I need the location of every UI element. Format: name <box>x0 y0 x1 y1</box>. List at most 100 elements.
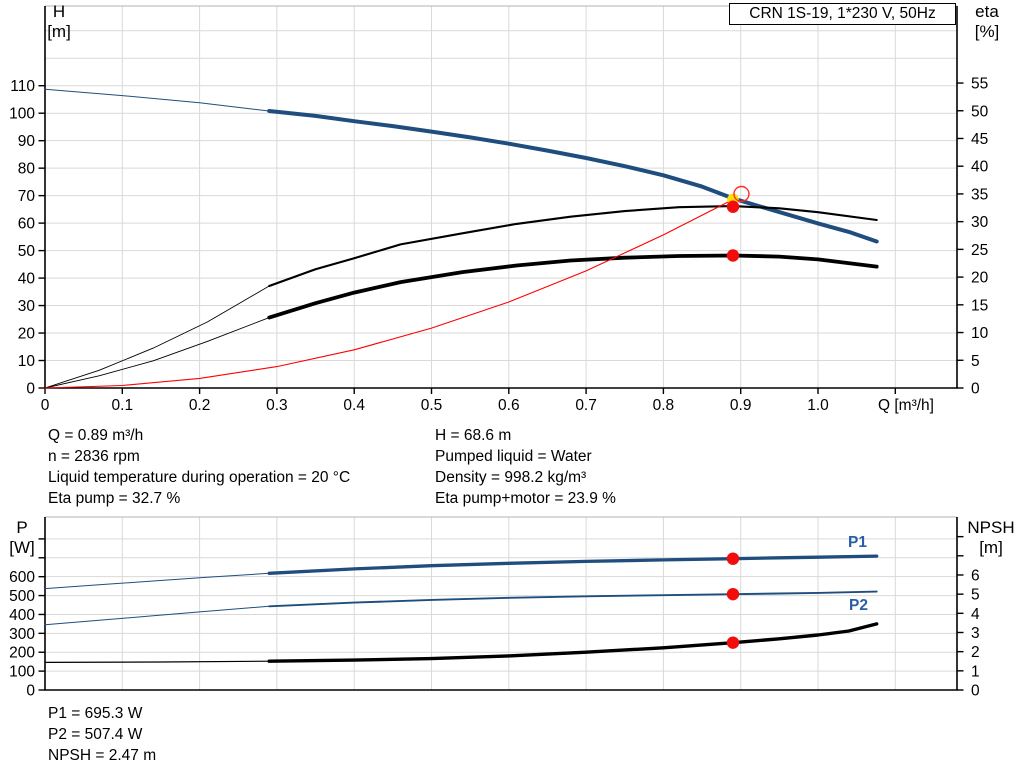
requested-duty-point-marker <box>733 185 750 203</box>
chart-title-box: CRN 1S-19, 1*230 V, 50Hz <box>729 3 956 25</box>
curve-eta-pump-bold <box>268 205 878 288</box>
curve-h-bold <box>267 109 879 244</box>
x-tick-label: 0.4 <box>343 397 365 414</box>
x-tick-label: 0.8 <box>653 397 675 414</box>
qh-eta-chart: 0 10 20 30 40 50 60 70 80 90 100 110 0 5 10 15 20 25 30 35 4… <box>9 5 989 414</box>
info-pumped-liquid: Pumped liquid = Water <box>435 448 592 465</box>
x-tick-label: 0.3 <box>266 397 288 414</box>
info-h: H = 68.6 m <box>435 427 512 444</box>
info-p2: P2 = 507.4 W <box>48 726 143 743</box>
p1-point-marker <box>726 552 740 565</box>
curve-eta-pump-motor-bold <box>267 253 879 320</box>
right-tick-label: 3 <box>971 625 980 642</box>
info-block-left: Q = 0.89 m³/h n = 2836 rpm Liquid temper… <box>48 425 350 509</box>
curve-system-curve <box>44 198 734 389</box>
right-tick-label: 45 <box>971 131 988 148</box>
curve-h-thin <box>44 88 270 112</box>
right-tick-label: 20 <box>971 270 989 287</box>
right-tick-label: 0 <box>971 683 980 700</box>
eta-pump-motor-point-marker <box>726 249 740 262</box>
info-block-bottom: P1 = 695.3 W P2 = 507.4 W NPSH = 2.47 m <box>48 703 156 766</box>
right-tick-label: 5 <box>971 353 980 370</box>
left-tick-label: 300 <box>9 626 35 643</box>
right-tick-label: 1 <box>971 663 980 680</box>
x-tick-label: 0.5 <box>421 397 443 414</box>
left-tick-label: 40 <box>18 271 36 288</box>
h-axis-title-line1: H <box>52 2 66 21</box>
left-tick-label: 100 <box>9 106 35 123</box>
curve-p1-bold <box>267 554 879 575</box>
p2-curve-label: P2 <box>849 597 868 614</box>
right-tick-label: 5 <box>971 587 980 604</box>
eta-pump-point-marker <box>726 200 740 213</box>
right-tick-label: 50 <box>971 103 989 120</box>
right-tick-label: 0 <box>971 381 980 398</box>
curve-npsh-thin <box>44 660 270 663</box>
info-npsh: NPSH = 2.47 m <box>48 747 157 764</box>
power-npsh-chart: 0 100 200 300 400 500 600 0 1 2 3 4 5 6 <box>9 516 980 700</box>
curve-p2-bold <box>268 590 878 608</box>
x-tick-label: 1.0 <box>807 397 829 414</box>
p-axis-title: P [W] <box>0 518 44 558</box>
left-tick-label: 20 <box>18 326 36 343</box>
curve-eta-pump-thin <box>44 285 270 389</box>
right-tick-label: 10 <box>971 325 989 342</box>
right-tick-label: 30 <box>971 214 989 231</box>
right-tick-label: 6 <box>971 567 980 584</box>
left-tick-label: 200 <box>9 645 35 662</box>
left-tick-label: 0 <box>26 683 35 700</box>
power-npsh-chart-gridlines <box>45 517 957 690</box>
right-tick-label: 40 <box>971 159 989 176</box>
power-npsh-chart-axes: 0 100 200 300 400 500 600 0 1 2 3 4 5 6 <box>9 516 980 700</box>
eta-axis-title-line1: eta <box>975 2 999 21</box>
info-eta-pump-motor: Eta pump+motor = 23.9 % <box>435 490 616 507</box>
eta-axis-title: eta [%] <box>963 2 1011 42</box>
left-tick-label: 90 <box>18 133 36 150</box>
right-tick-label: 35 <box>971 186 988 203</box>
info-eta-pump: Eta pump = 32.7 % <box>48 490 181 507</box>
npsh-axis-title: NPSH [m] <box>963 518 1019 558</box>
qh-eta-chart-axes: 0 10 20 30 40 50 60 70 80 90 100 110 0 5 10 15 20 25 30 35 4… <box>9 5 989 414</box>
right-tick-label: 4 <box>971 606 980 623</box>
p-axis-title-line2: [W] <box>9 538 35 557</box>
left-tick-label: 80 <box>18 161 36 178</box>
left-tick-label: 70 <box>18 188 36 205</box>
x-tick-label: 0.2 <box>189 397 211 414</box>
info-p1: P1 = 695.3 W <box>48 705 143 722</box>
x-tick-label: 0.6 <box>498 397 520 414</box>
qh-eta-chart-gridlines <box>45 6 957 388</box>
x-tick-label: 0.1 <box>112 397 134 414</box>
curve-p1-thin <box>44 572 270 590</box>
right-tick-label: 15 <box>971 297 988 314</box>
left-tick-label: 110 <box>10 78 35 95</box>
p-axis-title-line1: P <box>16 518 28 537</box>
info-n: n = 2836 rpm <box>48 448 140 465</box>
left-tick-label: 100 <box>9 664 35 681</box>
left-tick-label: 30 <box>18 298 36 315</box>
right-tick-label: 2 <box>971 644 980 661</box>
left-tick-label: 500 <box>9 588 35 605</box>
info-q: Q = 0.89 m³/h <box>48 427 144 444</box>
info-density: Density = 998.2 kg/m³ <box>435 469 587 486</box>
left-tick-label: 50 <box>18 243 36 260</box>
right-tick-label: 25 <box>971 242 988 259</box>
x-tick-label: 0 <box>41 397 50 414</box>
info-liquid-temp: Liquid temperature during operation = 20… <box>48 469 351 486</box>
left-tick-label: 10 <box>18 353 36 370</box>
npsh-axis-title-line2: [m] <box>979 538 1003 557</box>
left-tick-label: 600 <box>9 569 35 586</box>
x-tick-label: 0.7 <box>575 397 597 414</box>
npsh-axis-title-line1: NPSH <box>967 518 1015 537</box>
left-tick-label: 0 <box>26 381 35 398</box>
left-tick-label: 400 <box>9 607 35 624</box>
right-tick-label: 55 <box>971 76 988 93</box>
x-axis-label: Q [m³/h] <box>878 397 934 414</box>
h-axis-title: H [m] <box>37 2 81 42</box>
npsh-point-marker <box>726 636 740 649</box>
curve-eta-pump-motor-thin <box>44 317 270 389</box>
p1-curve-label: P1 <box>848 534 867 551</box>
eta-axis-title-line2: [%] <box>974 22 1000 41</box>
x-tick-label: 0.9 <box>730 397 752 414</box>
